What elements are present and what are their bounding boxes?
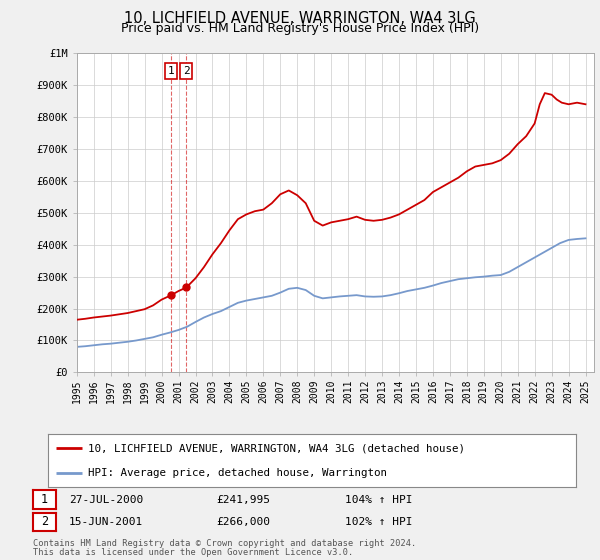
Text: 1: 1 [168,66,175,76]
Text: 27-JUL-2000: 27-JUL-2000 [69,494,143,505]
Text: 102% ↑ HPI: 102% ↑ HPI [345,517,413,527]
Text: Contains HM Land Registry data © Crown copyright and database right 2024.: Contains HM Land Registry data © Crown c… [33,539,416,548]
Text: £266,000: £266,000 [216,517,270,527]
Text: £241,995: £241,995 [216,494,270,505]
Text: 10, LICHFIELD AVENUE, WARRINGTON, WA4 3LG: 10, LICHFIELD AVENUE, WARRINGTON, WA4 3L… [124,11,476,26]
Text: HPI: Average price, detached house, Warrington: HPI: Average price, detached house, Warr… [88,468,386,478]
Text: 1: 1 [41,493,48,506]
Text: 2: 2 [183,66,190,76]
Text: 2: 2 [41,515,48,529]
Text: This data is licensed under the Open Government Licence v3.0.: This data is licensed under the Open Gov… [33,548,353,557]
Text: Price paid vs. HM Land Registry's House Price Index (HPI): Price paid vs. HM Land Registry's House … [121,22,479,35]
Text: 15-JUN-2001: 15-JUN-2001 [69,517,143,527]
Text: 10, LICHFIELD AVENUE, WARRINGTON, WA4 3LG (detached house): 10, LICHFIELD AVENUE, WARRINGTON, WA4 3L… [88,444,464,454]
Text: 104% ↑ HPI: 104% ↑ HPI [345,494,413,505]
